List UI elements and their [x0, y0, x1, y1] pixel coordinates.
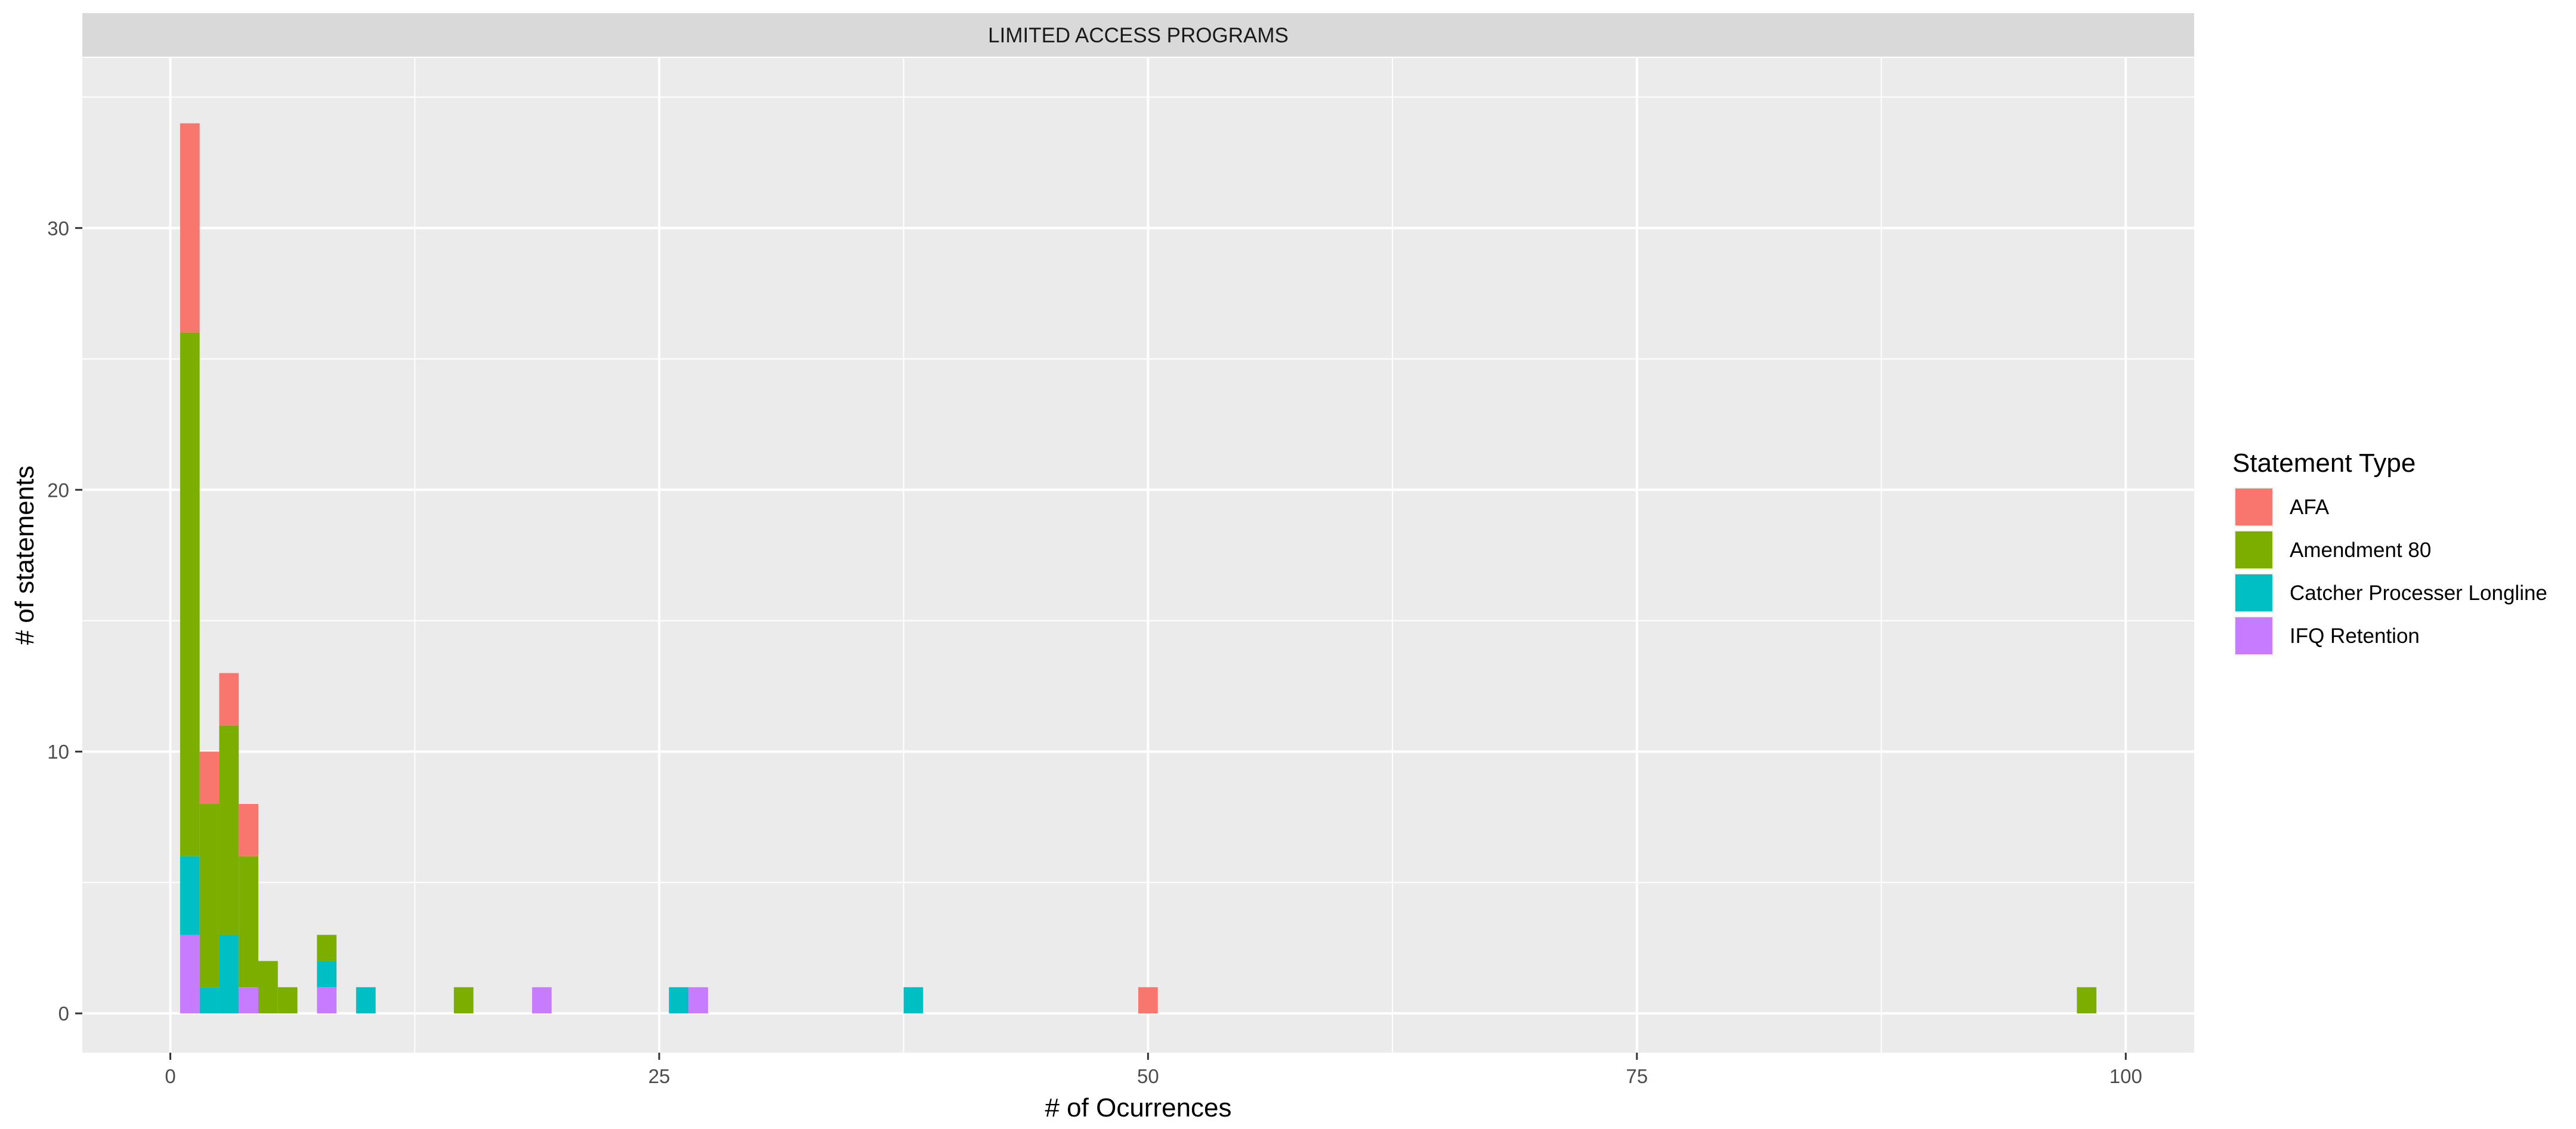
x-tick-label: 75 [1626, 1065, 1648, 1087]
bar-ifq-retention-x27 [688, 987, 708, 1013]
legend-swatch-catcher-processer-longline [2235, 574, 2272, 611]
x-tick-label: 50 [1137, 1065, 1159, 1087]
bar-amendment-80-x2 [200, 804, 220, 987]
legend-swatch-ifq-retention [2235, 617, 2272, 654]
bar-catcher-processer-longline-x38 [904, 987, 923, 1013]
bar-afa-x50 [1138, 987, 1158, 1013]
bar-catcher-processer-longline-x8 [317, 961, 336, 987]
bar-afa-x2 [200, 751, 220, 804]
bar-afa-x3 [219, 673, 239, 726]
x-tick-label: 100 [2109, 1065, 2142, 1087]
bar-amendment-80-x4 [239, 856, 258, 987]
y-tick-label: 0 [58, 1003, 69, 1025]
legend-label-amendment-80: Amendment 80 [2290, 539, 2431, 562]
bar-ifq-retention-x1 [180, 935, 200, 1013]
bar-afa-x1 [180, 123, 200, 333]
bar-amendment-80-x5 [258, 961, 278, 1013]
bar-catcher-processer-longline-x2 [200, 987, 220, 1013]
bar-afa-x4 [239, 804, 258, 856]
legend-swatch-afa [2235, 488, 2272, 525]
legend-swatch-amendment-80 [2235, 531, 2272, 568]
x-tick-label: 0 [165, 1065, 175, 1087]
bar-amendment-80-x8 [317, 935, 336, 961]
bar-catcher-processer-longline-x10 [356, 987, 376, 1013]
bar-amendment-80-x3 [219, 725, 239, 935]
bar-catcher-processer-longline-x26 [669, 987, 688, 1013]
x-tick-label: 25 [648, 1065, 671, 1087]
bar-amendment-80-x6 [278, 987, 298, 1013]
plot-panel [82, 58, 2194, 1053]
bar-amendment-80-x98 [2077, 987, 2096, 1013]
x-axis-title: # of Ocurrences [1045, 1093, 1231, 1122]
y-tick-label: 30 [47, 217, 69, 239]
bar-ifq-retention-x4 [239, 987, 258, 1013]
legend-label-ifq-retention: IFQ Retention [2290, 624, 2420, 648]
facet-title: LIMITED ACCESS PROGRAMS [988, 24, 1289, 47]
y-axis-title: # of statements [10, 466, 39, 645]
legend-label-afa: AFA [2290, 496, 2330, 519]
bar-amendment-80-x1 [180, 333, 200, 856]
bar-catcher-processer-longline-x3 [219, 935, 239, 1013]
y-tick-label: 10 [47, 741, 69, 763]
bar-ifq-retention-x8 [317, 987, 336, 1013]
bar-ifq-retention-x19 [532, 987, 552, 1013]
legend-title: Statement Type [2232, 448, 2416, 478]
legend-label-catcher-processer-longline: Catcher Processer Longline [2290, 581, 2547, 605]
bar-amendment-80-x15 [454, 987, 474, 1013]
bar-catcher-processer-longline-x1 [180, 856, 200, 935]
y-tick-label: 20 [47, 479, 69, 501]
